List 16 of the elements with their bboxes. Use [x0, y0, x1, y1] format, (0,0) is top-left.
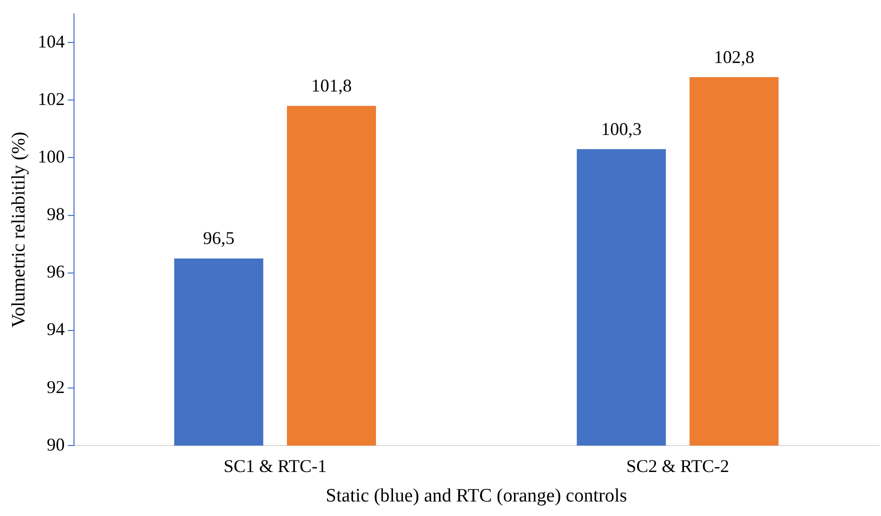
y-tick-label: 100 — [38, 146, 65, 166]
y-tick-label: 104 — [38, 31, 65, 52]
data-label: 102,8 — [714, 46, 754, 67]
y-tick-label: 92 — [46, 376, 65, 397]
x-tick-label: SC2 & RTC-2 — [626, 456, 730, 476]
data-label: 96,5 — [202, 228, 234, 248]
data-label: 101,8 — [311, 76, 352, 96]
x-tick-label: SC1 & RTC-1 — [224, 456, 327, 476]
y-tick-label: 98 — [46, 204, 65, 224]
x-axis-title: Static (blue) and RTC (orange) controls — [326, 486, 627, 507]
y-tick-label: 90 — [46, 434, 65, 454]
y-axis-title: Volumetric reliabitily (%) — [8, 132, 30, 328]
y-tick-label: 102 — [38, 88, 65, 109]
y-tick-label: 94 — [46, 319, 65, 340]
y-tick-label: 96 — [46, 262, 65, 282]
data-label: 100,3 — [601, 118, 642, 139]
